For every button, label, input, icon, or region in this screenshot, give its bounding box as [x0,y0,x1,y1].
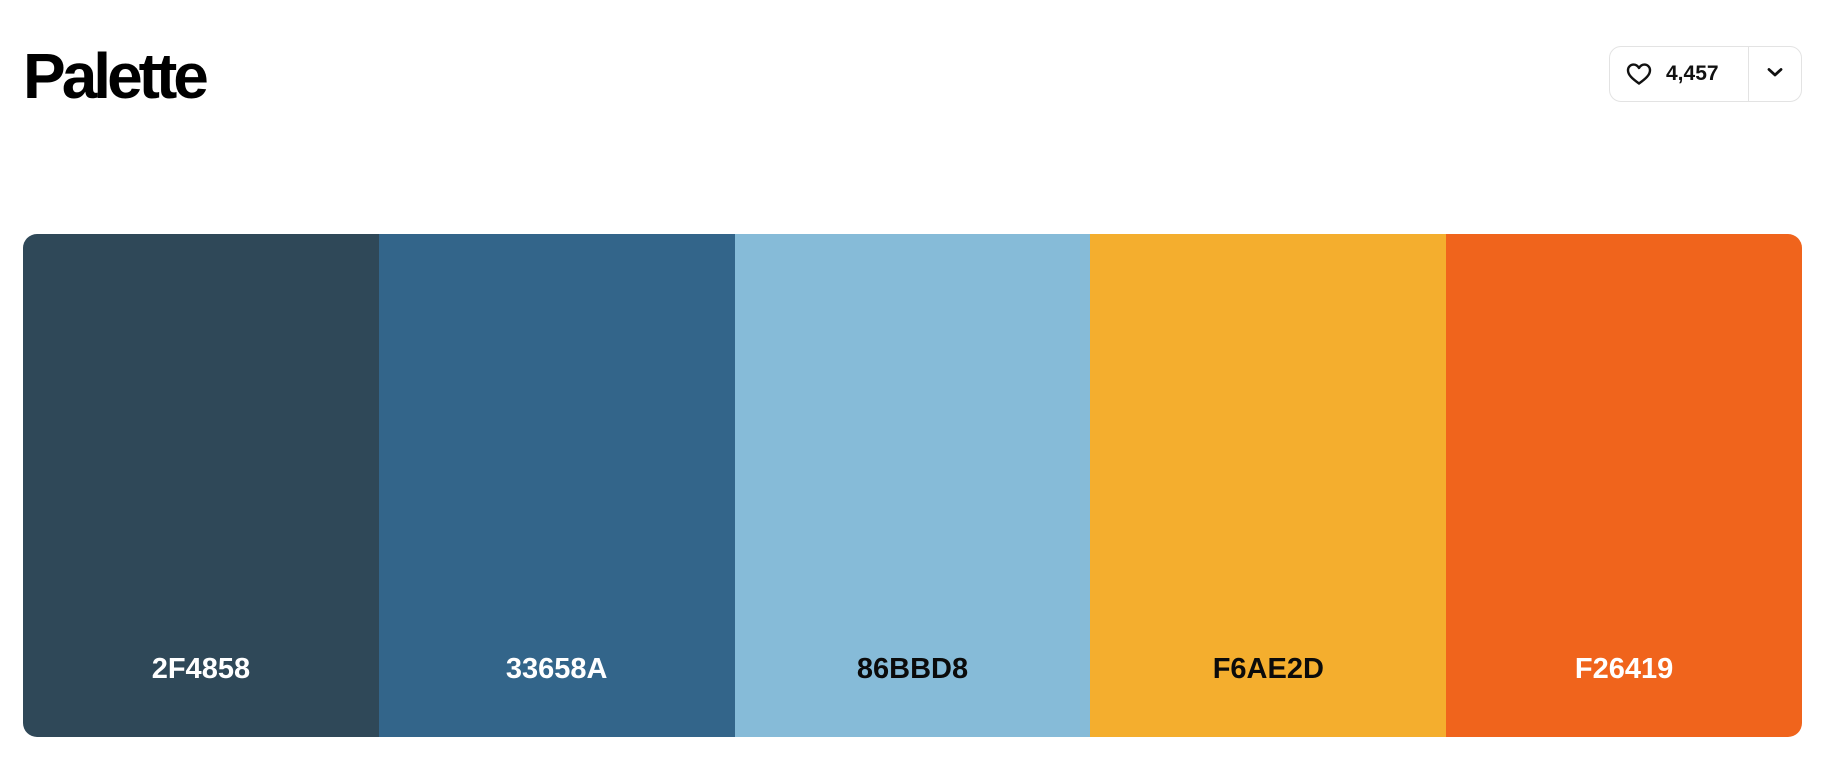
heart-icon [1626,62,1652,86]
color-swatch[interactable]: 86BBD8 [734,234,1091,737]
color-swatch[interactable]: F26419 [1446,234,1802,737]
like-count: 4,457 [1666,62,1719,85]
like-button-group: 4,457 [1609,46,1802,102]
color-swatch[interactable]: 33658A [378,234,735,737]
swatch-hex-code: 2F4858 [151,653,251,685]
swatch-hex-code: 33658A [505,653,608,685]
color-palette: 2F4858 33658A 86BBD8 F6AE2D F26419 [23,234,1802,737]
swatch-hex-code: 86BBD8 [856,653,969,685]
button-divider [1748,47,1749,101]
color-swatch[interactable]: 2F4858 [23,234,379,737]
color-swatch[interactable]: F6AE2D [1090,234,1447,737]
swatch-hex-code: F6AE2D [1212,653,1324,685]
page-title: Palette [23,40,209,112]
swatch-hex-code: F26419 [1574,653,1674,685]
like-button[interactable]: 4,457 [1610,47,1748,101]
more-options-button[interactable] [1749,47,1801,101]
chevron-down-icon [1766,65,1784,83]
